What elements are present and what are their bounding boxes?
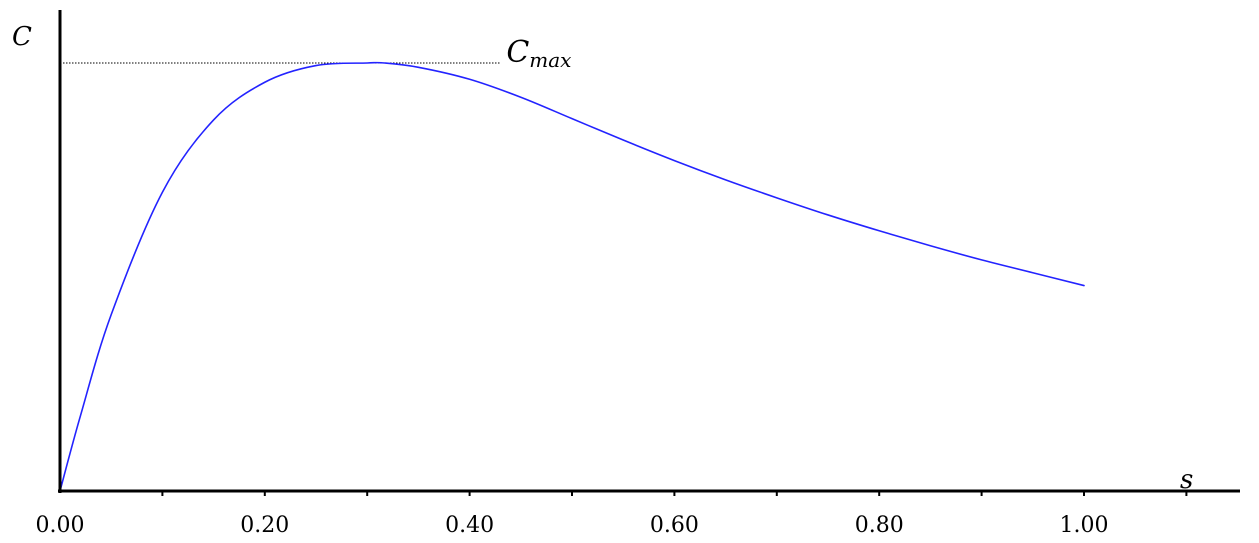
- cmax-annotation-subscript: max: [529, 48, 571, 72]
- series-line: [59, 61, 1085, 492]
- x-axis-tick-labels: 0.00 0.20 0.40 0.60 0.80 1.00: [36, 513, 1109, 538]
- x-tick-label: 0.00: [36, 513, 85, 538]
- cmax-annotation: Cmax: [506, 35, 571, 72]
- x-tick-label: 0.20: [240, 513, 289, 538]
- x-tick-label: 0.40: [445, 513, 494, 538]
- x-axis-label: s: [1180, 465, 1193, 495]
- cmax-annotation-main: C: [506, 35, 529, 70]
- x-tick-label: 0.60: [650, 513, 699, 538]
- y-axis-label: C: [12, 22, 32, 52]
- x-axis-ticks: [161, 491, 1188, 496]
- x-tick-label: 0.80: [855, 513, 904, 538]
- x-tick-label: 1.00: [1060, 513, 1109, 538]
